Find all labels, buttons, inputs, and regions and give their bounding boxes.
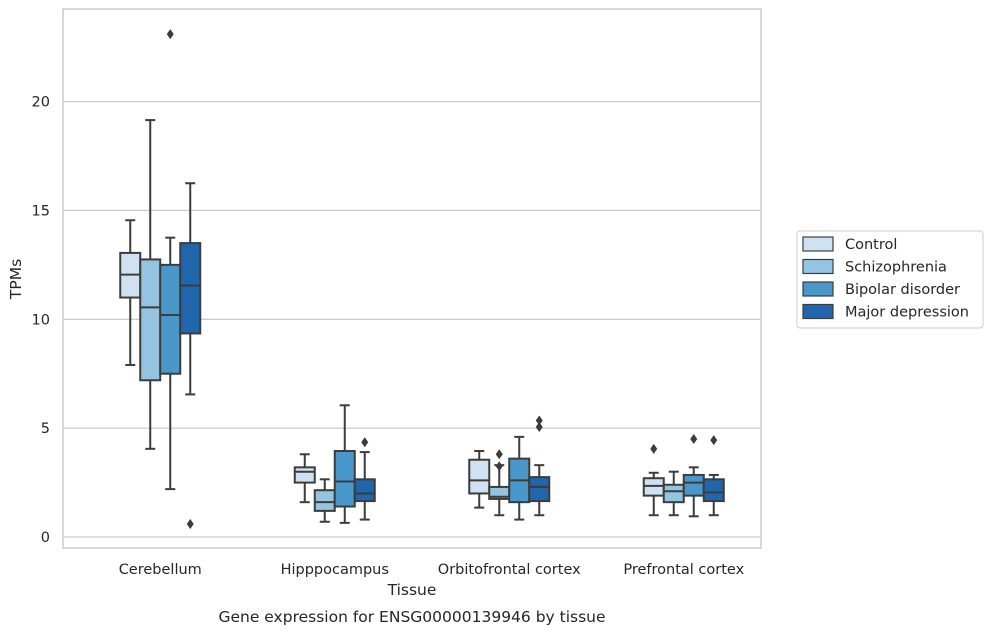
box-body	[159, 263, 182, 375]
flier-point	[186, 518, 194, 529]
box-2-1	[488, 449, 511, 517]
box-body	[702, 478, 725, 503]
flier-point	[495, 449, 503, 460]
legend-label-3: Major depression	[845, 305, 969, 321]
box-0-3	[179, 182, 202, 529]
box-body	[528, 476, 551, 503]
flier-point	[690, 434, 698, 445]
box-1-0	[293, 453, 316, 504]
y-tick-label-1: 5	[41, 421, 50, 437]
chart-caption: Gene expression for ENSG00000139946 by t…	[218, 608, 605, 626]
box-0-2	[159, 29, 182, 491]
x-axis-ticks: Cerebellum Hipppocampus Orbitofrontal cort…	[119, 562, 745, 578]
box-groups	[119, 29, 725, 529]
box-body	[353, 478, 376, 503]
box-body	[642, 477, 665, 497]
legend-swatch-2	[802, 281, 834, 297]
plot-frame	[62, 8, 762, 549]
y-axis-ticks: 0 5 10 15 20	[32, 95, 50, 546]
box-1-2	[333, 404, 356, 524]
y-tick-label-4: 20	[32, 95, 50, 111]
flier-point	[535, 415, 543, 426]
legend-swatch-3	[802, 303, 834, 320]
flier-point	[361, 437, 369, 448]
box-2-3	[528, 415, 551, 517]
box-2-0	[468, 450, 491, 509]
box-body	[333, 450, 356, 508]
box-body	[139, 258, 162, 382]
box-3-0	[642, 443, 665, 517]
legend-label-1: Schizophrenia	[845, 260, 947, 276]
box-body	[468, 458, 491, 495]
legend-label-0: Control	[845, 237, 897, 253]
box-body	[682, 473, 705, 497]
y-axis-label: TPMs	[7, 259, 25, 300]
box-body	[313, 489, 336, 512]
legend-swatch-1	[802, 258, 834, 275]
x-axis-label: Tissue	[387, 581, 437, 599]
box-1-3	[353, 437, 376, 521]
legend-label-2: Bipolar disorder	[845, 282, 960, 298]
box-body	[293, 466, 316, 484]
flier-point	[710, 435, 718, 446]
flier-point	[535, 422, 543, 433]
box-3-1	[662, 470, 685, 517]
y-tick-label-3: 15	[32, 203, 50, 219]
box-body	[179, 242, 202, 335]
legend-frame	[796, 230, 984, 329]
box-2-2	[508, 435, 531, 521]
box-body	[662, 483, 685, 504]
flier-point	[650, 443, 658, 454]
legend-swatch-0	[802, 236, 834, 252]
box-3-3	[702, 435, 725, 517]
box-0-1	[139, 119, 162, 450]
legend: Control Schizophrenia Bipolar disorder Majo…	[796, 230, 984, 329]
flier-point	[166, 29, 174, 40]
flier-point	[495, 461, 503, 472]
box-0-0	[119, 219, 142, 367]
box-1-1	[313, 478, 336, 523]
x-tick-label-1: Hipppocampus	[281, 562, 389, 578]
y-tick-label-2: 10	[32, 312, 50, 328]
x-tick-label-3: Prefrontal cortex	[623, 562, 744, 578]
y-tick-label-0: 0	[41, 530, 50, 546]
box-3-2	[682, 434, 705, 518]
x-tick-label-2: Orbitofrontal cortex	[438, 562, 581, 578]
x-tick-label-0: Cerebellum	[119, 562, 202, 578]
